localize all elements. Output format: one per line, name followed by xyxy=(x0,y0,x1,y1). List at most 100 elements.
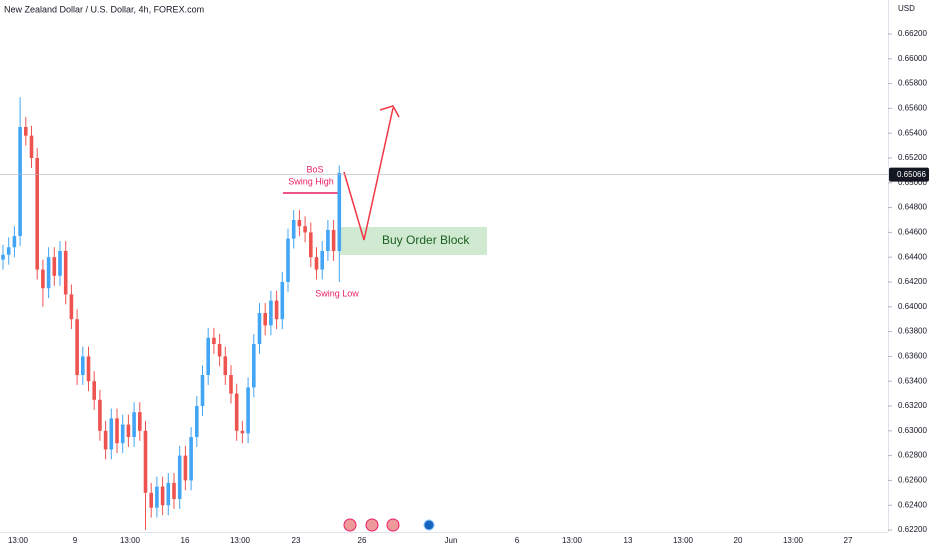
x-tick-label: 13 xyxy=(624,536,633,545)
y-tick-label: 0.65600 xyxy=(898,103,927,112)
candle-body xyxy=(229,375,233,394)
candle-body xyxy=(6,247,11,255)
candle-body xyxy=(212,337,216,345)
candle-body xyxy=(240,430,245,434)
candle-body xyxy=(18,126,22,237)
candle-body xyxy=(149,492,153,508)
candle-body xyxy=(257,312,262,345)
y-tick-label: 0.63400 xyxy=(898,376,927,385)
y-tick-label: 0.64400 xyxy=(898,252,927,261)
x-tick-label: Jun xyxy=(445,536,458,545)
order-block-label: Buy Order Block xyxy=(382,233,470,247)
candle-body xyxy=(206,337,210,376)
candle-body xyxy=(109,418,114,450)
bos-label: BoS xyxy=(306,164,323,174)
candle-body xyxy=(223,356,228,376)
x-tick-label: 6 xyxy=(515,536,520,545)
candle-body xyxy=(269,300,273,326)
candle-body xyxy=(280,281,285,320)
candle-body xyxy=(183,455,188,481)
candle-body xyxy=(115,418,119,444)
candle-body xyxy=(297,219,302,227)
candle-body xyxy=(155,486,159,508)
candle-body xyxy=(81,356,85,376)
candle-body xyxy=(143,430,148,493)
candle-body xyxy=(29,135,34,158)
candle-body xyxy=(103,430,108,450)
x-tick-label: 9 xyxy=(73,536,78,545)
x-tick-label: 26 xyxy=(358,536,367,545)
candle-body xyxy=(252,344,256,388)
candle-body xyxy=(172,482,176,500)
candle-body xyxy=(86,356,91,382)
swing-high-label: Swing High xyxy=(288,176,334,186)
x-tick-label: 13:00 xyxy=(562,536,583,545)
candle-body xyxy=(69,294,74,320)
candle-body xyxy=(274,300,279,320)
candle-body xyxy=(286,238,290,282)
y-tick-label: 0.62400 xyxy=(898,500,927,509)
y-tick-label: 0.63000 xyxy=(898,426,927,435)
y-tick-label: 0.62600 xyxy=(898,476,927,485)
y-tick-label: 0.66000 xyxy=(898,54,927,63)
candle-body xyxy=(132,412,136,438)
y-tick-label: 0.64600 xyxy=(898,228,927,237)
chart-title: New Zealand Dollar / U.S. Dollar, 4h, FO… xyxy=(4,4,204,14)
candle-body xyxy=(52,257,57,276)
candle-body xyxy=(326,229,330,251)
candle-body xyxy=(126,424,131,438)
candle-body xyxy=(92,381,96,400)
x-tick-label: 13:00 xyxy=(8,536,29,545)
y-tick-label: 0.62800 xyxy=(898,451,927,460)
candle-body xyxy=(12,236,17,248)
candle-body xyxy=(177,455,182,500)
candle-body xyxy=(195,406,199,438)
candle-body xyxy=(160,486,165,506)
y-tick-label: 0.63800 xyxy=(898,327,927,336)
candle-body xyxy=(314,257,319,270)
candle-body xyxy=(246,387,250,434)
y-tick-label: 0.64200 xyxy=(898,277,927,286)
y-tick-label: 0.66200 xyxy=(898,29,927,38)
last-price-box xyxy=(889,167,929,182)
event-icons xyxy=(343,518,435,532)
candle-body xyxy=(1,254,5,260)
candle-body xyxy=(200,375,205,407)
y-tick-label: 0.63600 xyxy=(898,352,927,361)
candle-body xyxy=(309,232,313,258)
x-tick-label: 13:00 xyxy=(673,536,694,545)
candle-body xyxy=(63,250,68,295)
y-tick-label: 0.65200 xyxy=(898,153,927,162)
candle-body xyxy=(331,229,336,251)
candle-body xyxy=(166,482,171,506)
x-tick-label: 13:00 xyxy=(783,536,804,545)
projection-arrow xyxy=(343,107,394,241)
candle-body xyxy=(303,226,307,233)
swing-low-label: Swing Low xyxy=(315,288,359,298)
candle-body xyxy=(35,157,39,270)
y-tick-label: 0.63200 xyxy=(898,401,927,410)
last-price-label: 0.65066 xyxy=(897,170,926,179)
candle-body xyxy=(24,126,28,136)
candle-body xyxy=(75,319,79,376)
candle-body xyxy=(58,250,62,276)
candle-body xyxy=(41,269,45,289)
x-tick-label: 27 xyxy=(844,536,853,545)
y-tick-label: 0.65800 xyxy=(898,79,927,88)
candle-body xyxy=(98,399,102,431)
candle-body xyxy=(46,257,51,289)
axis-unit: USD xyxy=(898,4,915,13)
arrow-head xyxy=(379,105,400,118)
x-tick-label: 20 xyxy=(734,536,743,545)
y-tick-label: 0.65000 xyxy=(898,178,927,187)
y-tick-label: 0.64000 xyxy=(898,302,927,311)
y-tick-label: 0.62200 xyxy=(898,525,927,534)
candle-body xyxy=(320,250,324,270)
order-block-zone xyxy=(340,227,487,255)
candle-body xyxy=(120,424,125,444)
x-tick-label: 13:00 xyxy=(230,536,251,545)
candle-body xyxy=(217,344,222,357)
candle-body xyxy=(138,412,142,431)
